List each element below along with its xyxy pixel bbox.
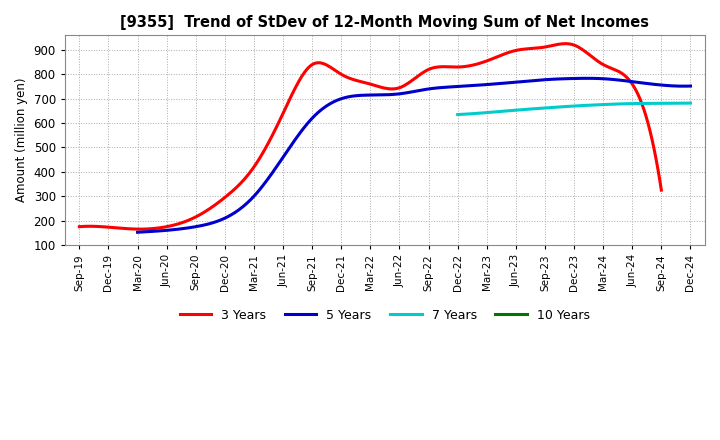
5 Years: [582, 76, 591, 81]
7 Years: [454, 112, 463, 117]
7 Years: [665, 101, 673, 106]
7 Years: [596, 102, 605, 107]
3 Years: [570, 42, 578, 48]
5 Years: [472, 83, 480, 88]
Y-axis label: Amount (million yen): Amount (million yen): [15, 78, 28, 202]
3 Years: [657, 187, 666, 193]
Line: 5 Years: 5 Years: [138, 78, 690, 232]
Line: 7 Years: 7 Years: [458, 103, 690, 114]
5 Years: [686, 84, 695, 89]
3 Years: [562, 41, 570, 46]
7 Years: [649, 101, 658, 106]
Line: 3 Years: 3 Years: [79, 44, 662, 229]
5 Years: [601, 76, 610, 81]
Legend: 3 Years, 5 Years, 7 Years, 10 Years: 3 Years, 5 Years, 7 Years, 10 Years: [175, 304, 595, 327]
7 Years: [592, 102, 600, 107]
3 Years: [77, 224, 86, 229]
Title: [9355]  Trend of StDev of 12-Month Moving Sum of Net Incomes: [9355] Trend of StDev of 12-Month Moving…: [120, 15, 649, 30]
3 Years: [433, 64, 442, 70]
3 Years: [606, 65, 615, 70]
5 Years: [462, 83, 471, 88]
5 Years: [135, 230, 144, 235]
3 Years: [135, 227, 144, 232]
5 Years: [636, 80, 645, 85]
7 Years: [686, 100, 695, 106]
7 Years: [591, 102, 600, 107]
3 Years: [423, 67, 432, 73]
5 Years: [461, 84, 469, 89]
7 Years: [454, 112, 462, 117]
3 Years: [421, 68, 430, 73]
5 Years: [133, 230, 142, 235]
3 Years: [75, 224, 84, 229]
